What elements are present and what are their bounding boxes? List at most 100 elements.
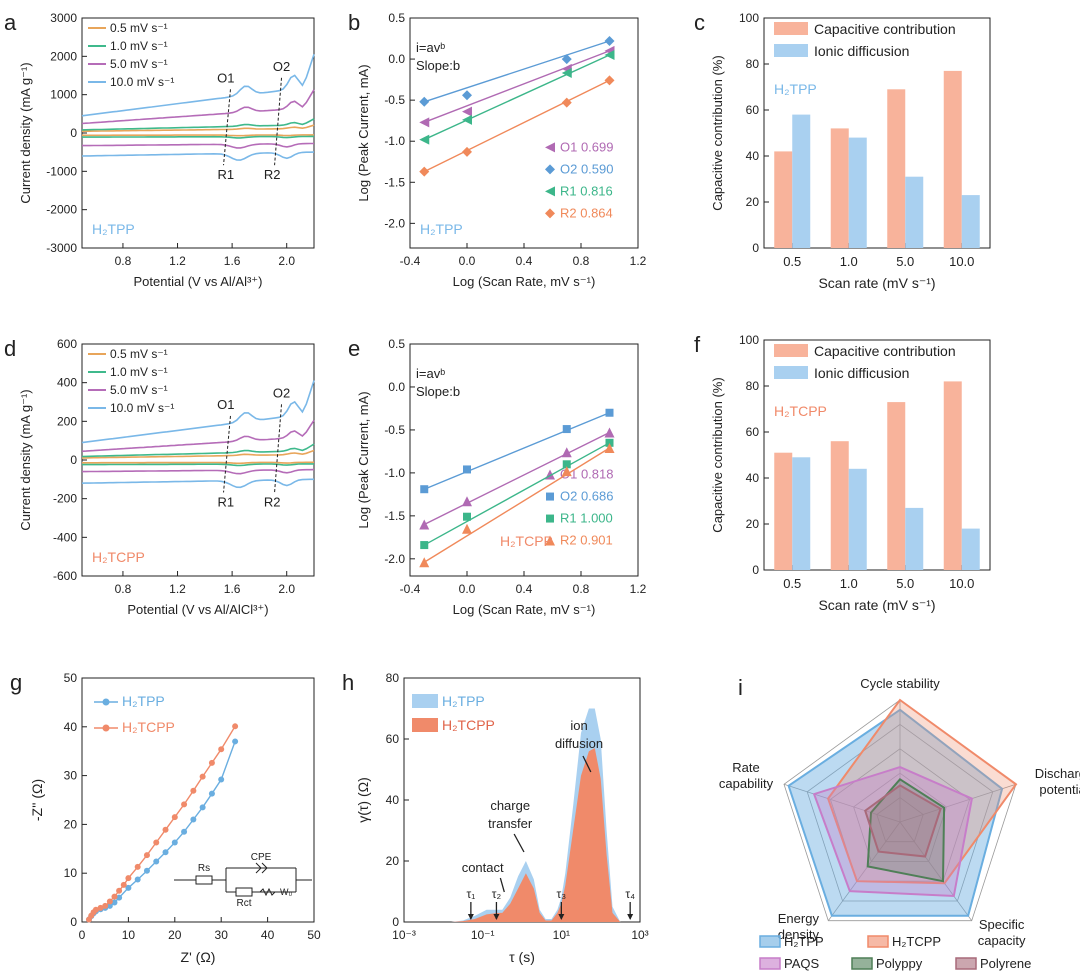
resistor-rct [235, 887, 253, 897]
peak-dashline [223, 89, 231, 166]
radar-series [787, 708, 1004, 917]
data-point [232, 723, 239, 730]
legend-label: 0.5 mV s⁻¹ [110, 21, 168, 35]
radar-axis-label: Discharge [1035, 766, 1080, 781]
arrow [499, 877, 505, 893]
x-tick-label: 2.0 [278, 254, 295, 268]
cv-curve-anodic [81, 89, 315, 125]
x-tick-label: 1.2 [630, 582, 647, 596]
x-tick-label: 1.2 [630, 254, 647, 268]
data-point [218, 746, 225, 753]
bar [905, 507, 924, 570]
x-tick-label: 0.0 [459, 254, 476, 268]
y-tick-label: 2000 [50, 49, 77, 63]
data-point [546, 492, 554, 501]
data-point [419, 519, 430, 530]
peak-annotation: O1 [217, 397, 234, 412]
annotation-contact: contact [462, 860, 504, 875]
data-point [561, 68, 572, 79]
x-axis-label: Potential (V vs Al/AlCl³⁺) [127, 602, 268, 617]
cv-curve-cathodic [81, 151, 315, 161]
cv-curve-cathodic [82, 468, 315, 475]
fit-line [424, 40, 610, 103]
y-axis-label: Current density (mA g⁻¹) [18, 62, 33, 203]
panel-i: i Cycle stability Dischargepotential Specif… [719, 675, 1080, 971]
legend-label: 5.0 mV s⁻¹ [110, 383, 168, 397]
tau-arrowhead [467, 914, 474, 920]
data-point [143, 852, 150, 859]
x-tick-label: 1.0 [840, 254, 858, 269]
data-point [153, 858, 160, 865]
legend-label: 1.0 mV s⁻¹ [110, 365, 168, 379]
bar [774, 452, 793, 570]
radar-axis-label: Rate [732, 760, 759, 775]
y-tick-label: 60 [746, 425, 760, 439]
data-point [462, 523, 472, 534]
cv-curve-anodic [81, 419, 315, 453]
y-tick-label: 0.5 [388, 11, 405, 25]
inset-label: CPE [251, 852, 272, 863]
equation-label: i=avᵇ [416, 40, 445, 55]
data-point [106, 898, 113, 905]
cv-curve-cathodic [82, 135, 314, 139]
resistor-rs [195, 875, 213, 885]
legend-swatch [955, 957, 977, 970]
radar-axis-label: Specific [979, 917, 1025, 932]
y-tick-label: -1000 [46, 164, 77, 178]
data-point [462, 106, 472, 117]
x-tick-label: 1.6 [224, 582, 241, 596]
radar-spoke [899, 783, 1017, 823]
inset-label: W₀ [280, 887, 292, 897]
panel-letter: f [694, 332, 701, 357]
y-axis-label: Current density (mA g⁻¹) [18, 389, 33, 530]
tau-arrowhead [558, 914, 565, 920]
legend-marker [102, 698, 110, 706]
peak-annotation: O2 [273, 385, 290, 400]
data-point [545, 142, 555, 153]
legend-label: H₂TCPP [892, 934, 941, 949]
x-axis-label: Log (Scan Rate, mV s⁻¹) [453, 602, 596, 617]
panel-letter: d [4, 336, 16, 361]
legend-label: Ionic difficusion [814, 365, 909, 381]
y-tick-label: 60 [746, 103, 760, 117]
x-tick-label: 20 [168, 928, 182, 942]
material-tag: H₂TCPP [500, 533, 553, 549]
bar [792, 114, 811, 248]
y-tick-label: 600 [57, 337, 77, 351]
x-tick-label: 10⁻¹ [471, 928, 495, 942]
x-tick-label: 2.0 [278, 582, 295, 596]
x-tick-label: 0.5 [783, 254, 801, 269]
x-tick-label: 30 [215, 928, 229, 942]
legend-marker [102, 724, 110, 732]
tau-label: τ₂ [492, 887, 502, 901]
radar-axis-label: capacity [978, 933, 1026, 948]
y-tick-label: 80 [746, 379, 760, 393]
panel-letter: e [348, 336, 360, 361]
y-axis-label: Log (Peak Current, mA) [356, 64, 371, 201]
data-point [462, 496, 472, 507]
x-axis-label: Potential (V vs Al/Al³⁺) [134, 274, 263, 289]
bar [830, 128, 849, 248]
x-tick-label: 1.2 [169, 582, 186, 596]
x-tick-label: 0 [79, 928, 86, 942]
data-point [545, 208, 555, 219]
data-point [462, 90, 472, 101]
fit-line [423, 79, 610, 173]
data-point [111, 899, 118, 906]
cv-curve-anodic [81, 118, 315, 131]
peak-annotation: O2 [273, 59, 290, 74]
legend-label: 10.0 mV s⁻¹ [110, 401, 174, 415]
x-tick-label: 1.6 [224, 254, 241, 268]
panel-d: d -600 -400 -200 0 200 400 600 0.8 1.2 1.6 2.0 Poten… [4, 336, 315, 617]
inset-label: Rct [237, 898, 252, 909]
y-axis-label: γ(τ) (Ω) [355, 777, 371, 823]
nyquist-line [88, 725, 236, 920]
data-point [190, 816, 197, 823]
x-axis-label: Z' (Ω) [181, 949, 216, 965]
data-point [111, 893, 118, 900]
legend-label: H₂TCPP [122, 719, 175, 735]
data-point [545, 535, 555, 546]
bar [961, 195, 980, 248]
cv-curve-anodic [81, 124, 315, 133]
x-tick-label: 50 [307, 928, 321, 942]
